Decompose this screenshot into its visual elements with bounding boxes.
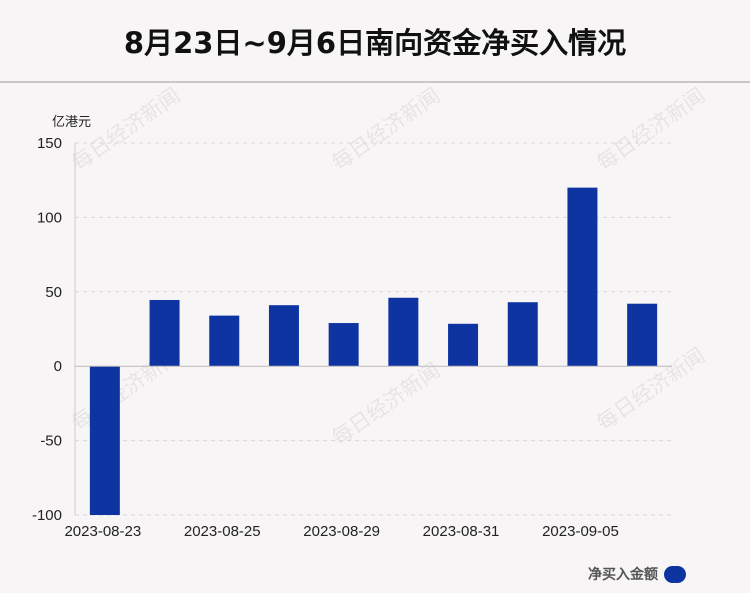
- bar-2023-08-28: [268, 305, 299, 367]
- legend-swatch: [664, 565, 686, 583]
- y-tick-label: 50: [45, 284, 62, 301]
- bar-2023-08-24: [149, 299, 180, 367]
- page-title: 8月23日~9月6日南向资金净买入情况: [123, 25, 627, 60]
- y-tick-label: -50: [40, 433, 62, 450]
- bar-2023-09-06: [627, 303, 658, 367]
- bar-2023-08-29: [328, 323, 359, 367]
- bar-2023-09-01: [507, 302, 538, 367]
- legend-label: 净买入金额: [588, 567, 658, 583]
- legend: 净买入金额: [588, 564, 686, 584]
- watermark-text: 每日经济新闻: [67, 83, 184, 175]
- x-tick-label: 2023-08-31: [423, 523, 500, 540]
- x-tick-label: 2023-08-29: [303, 523, 380, 540]
- bar-2023-08-30: [388, 297, 419, 367]
- bar-2023-08-31: [448, 323, 479, 367]
- watermark-text: 每日经济新闻: [327, 83, 444, 175]
- y-axis-unit-label: 亿港元: [52, 115, 92, 130]
- title-divider: [0, 81, 750, 83]
- watermark-text: 每日经济新闻: [592, 83, 709, 175]
- y-tick-label: 0: [54, 358, 62, 375]
- bar-2023-08-23: [89, 366, 120, 515]
- x-tick-label: 2023-08-25: [184, 523, 261, 540]
- title-bar: 8月23日~9月6日南向资金净买入情况: [0, 0, 750, 81]
- x-tick-label: 2023-08-23: [64, 523, 141, 540]
- y-tick-label: 150: [37, 135, 62, 152]
- bar-2023-09-05: [567, 187, 598, 367]
- bar-2023-08-25: [209, 315, 240, 367]
- watermark-text: 每日经济新闻: [327, 358, 444, 450]
- x-tick-label: 2023-09-05: [542, 523, 619, 540]
- y-tick-label: 100: [37, 209, 62, 226]
- y-tick-label: -100: [32, 507, 62, 524]
